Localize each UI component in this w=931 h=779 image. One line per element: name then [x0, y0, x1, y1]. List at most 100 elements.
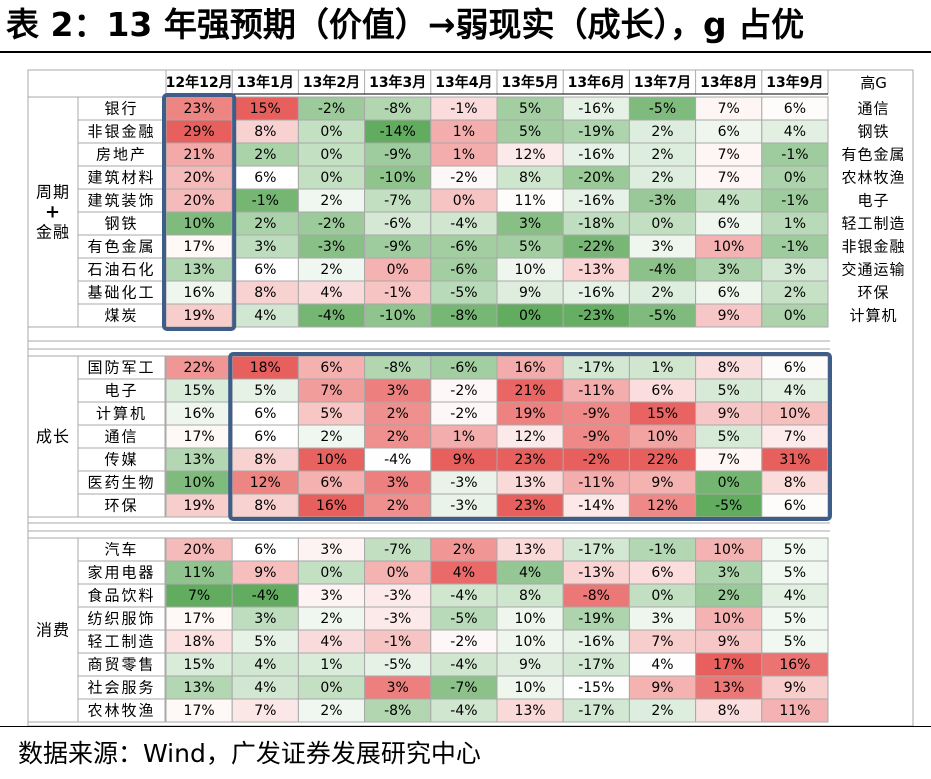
cell-value: -13% — [578, 565, 614, 581]
cell-value: 11% — [184, 565, 215, 581]
row-label: 石油石化 — [87, 261, 155, 279]
cell-value: 8% — [254, 498, 276, 514]
cell-value: -2% — [450, 406, 477, 422]
high-g-item: 非银金融 — [841, 238, 905, 256]
cell-value: 6% — [651, 565, 673, 581]
cell-value: 0% — [453, 193, 475, 209]
high-g-item: 有色金属 — [841, 146, 905, 164]
cell-value: -8% — [384, 703, 411, 719]
cell-value: 10% — [647, 429, 678, 445]
cell-value: -10% — [380, 308, 416, 324]
cell-value: 22% — [647, 452, 678, 468]
cell-value: -9% — [583, 429, 610, 445]
cell-value: 3% — [320, 588, 342, 604]
cell-value: 4% — [784, 124, 806, 140]
cell-value: 6% — [254, 406, 276, 422]
row-label: 建筑装饰 — [87, 192, 155, 210]
cell-value: -2% — [450, 170, 477, 186]
high-g-item: 通信 — [857, 100, 889, 118]
cell-value: 0% — [784, 170, 806, 186]
cell-value: 29% — [184, 124, 215, 140]
cell-value: 4% — [254, 680, 276, 696]
cell-value: 0% — [718, 475, 740, 491]
cell-value: 21% — [515, 383, 546, 399]
row-label: 计算机 — [96, 405, 147, 423]
cell-value: 17% — [184, 429, 215, 445]
cell-value: 0% — [651, 588, 673, 604]
cell-value: 16% — [515, 360, 546, 376]
cell-value: 5% — [519, 101, 541, 117]
cell-value: -16% — [578, 101, 614, 117]
row-label: 传媒 — [104, 451, 138, 469]
cell-value: 10% — [515, 262, 546, 278]
cell-value: 2% — [651, 703, 673, 719]
group-label-cell — [27, 355, 79, 518]
cell-value: 8% — [254, 452, 276, 468]
cell-value: -17% — [578, 657, 614, 673]
cell-value: 5% — [254, 383, 276, 399]
cell-value: 2% — [320, 262, 342, 278]
cell-value: 2% — [718, 588, 740, 604]
cell-value: 6% — [784, 498, 806, 514]
cell-value: 15% — [250, 101, 281, 117]
cell-value: 9% — [254, 565, 276, 581]
cell-value: 4% — [718, 193, 740, 209]
cell-value: 22% — [184, 360, 215, 376]
cell-value: 3% — [651, 239, 673, 255]
cell-value: -16% — [578, 634, 614, 650]
cell-value: 7% — [718, 452, 740, 468]
cell-value: 5% — [784, 542, 806, 558]
highlight-box — [228, 352, 832, 521]
group-label: 消费 — [36, 621, 70, 640]
cell-value: 10% — [515, 680, 546, 696]
cell-value: 7% — [718, 170, 740, 186]
cell-value: 8% — [254, 124, 276, 140]
cell-value: -4% — [318, 308, 345, 324]
cell-value: 3% — [718, 565, 740, 581]
cell-value: 15% — [647, 406, 678, 422]
cell-value: -3% — [384, 588, 411, 604]
cell-value: -5% — [450, 285, 477, 301]
cell-value: 0% — [651, 216, 673, 232]
cell-value: 6% — [254, 170, 276, 186]
cell-value: 4% — [519, 565, 541, 581]
cell-value: 5% — [784, 611, 806, 627]
cell-value: 20% — [184, 193, 215, 209]
cell-value: -1% — [781, 239, 808, 255]
cell-value: 4% — [784, 588, 806, 604]
cell-value: 9% — [651, 475, 673, 491]
cell-value: 3% — [387, 680, 409, 696]
cell-value: -13% — [578, 262, 614, 278]
cell-value: -3% — [384, 611, 411, 627]
cell-value: 11% — [515, 193, 546, 209]
cell-value: -16% — [578, 285, 614, 301]
column-header: 13年5月 — [501, 74, 558, 91]
cell-value: 12% — [515, 147, 546, 163]
cell-value: 6% — [320, 475, 342, 491]
cell-value: 7% — [718, 101, 740, 117]
cell-value: 16% — [779, 657, 810, 673]
cell-value: 6% — [320, 360, 342, 376]
row-label-cell — [77, 493, 166, 518]
cell-value: 10% — [779, 406, 810, 422]
cell-value: 2% — [651, 147, 673, 163]
cell-value: 8% — [718, 703, 740, 719]
cell-value: -11% — [578, 475, 614, 491]
cell-value: 13% — [515, 703, 546, 719]
cell-value: 9% — [651, 680, 673, 696]
high-g-item: 交通运输 — [841, 261, 905, 279]
cell-value: 6% — [254, 542, 276, 558]
cell-value: 7% — [718, 147, 740, 163]
cell-value: 3% — [387, 475, 409, 491]
cell-value: 8% — [784, 475, 806, 491]
cell-value: 10% — [316, 452, 347, 468]
cell-value: 31% — [779, 452, 810, 468]
group-label-cell — [27, 96, 79, 328]
group-label: 成长 — [36, 427, 70, 446]
cell-value: -8% — [450, 308, 477, 324]
cell-value: 9% — [519, 657, 541, 673]
cell-value: -4% — [450, 216, 477, 232]
cell-value: 12% — [647, 498, 678, 514]
cell-value: -8% — [384, 101, 411, 117]
